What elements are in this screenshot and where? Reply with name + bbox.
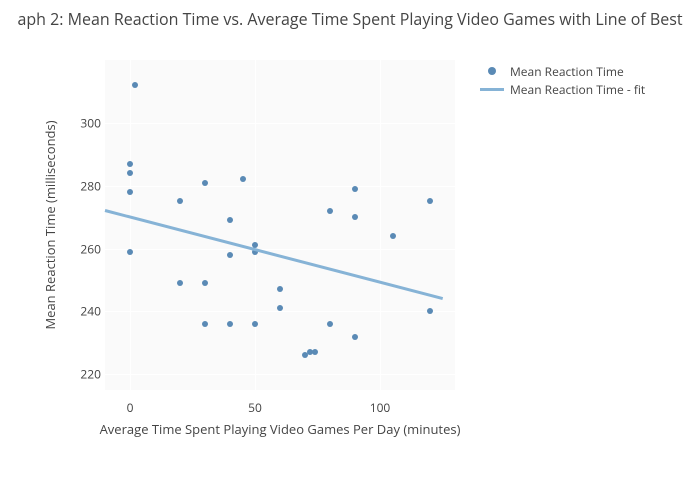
legend-line-icon: [480, 88, 504, 91]
chart-container: aph 2: Mean Reaction Time vs. Average Ti…: [0, 0, 700, 500]
scatter-point: [352, 334, 358, 340]
scatter-point: [227, 252, 233, 258]
gridline-v: [255, 60, 256, 390]
y-tick-label: 240: [71, 303, 101, 320]
scatter-point: [227, 217, 233, 223]
plot-area: [105, 60, 455, 390]
x-tick-label: 0: [127, 399, 134, 416]
scatter-point: [327, 321, 333, 327]
scatter-point: [127, 189, 133, 195]
gridline-h: [105, 123, 455, 124]
scatter-point: [202, 180, 208, 186]
scatter-point: [127, 161, 133, 167]
x-axis-ticks: 0 50 100: [105, 395, 455, 415]
legend-item[interactable]: Mean Reaction Time - fit: [480, 80, 645, 98]
scatter-point: [240, 176, 246, 182]
scatter-point: [252, 321, 258, 327]
y-axis-title: Mean Reaction Time (milliseconds): [41, 120, 59, 329]
y-tick-label: 260: [71, 240, 101, 257]
y-axis-ticks: 220 240 260 280 300: [70, 60, 105, 390]
x-tick-label: 100: [370, 399, 391, 416]
scatter-point: [277, 286, 283, 292]
legend-item[interactable]: Mean Reaction Time: [480, 62, 645, 80]
legend-label: Mean Reaction Time - fit: [510, 81, 645, 98]
scatter-point: [177, 280, 183, 286]
scatter-point: [352, 214, 358, 220]
scatter-point: [352, 186, 358, 192]
scatter-point: [327, 208, 333, 214]
scatter-point: [177, 198, 183, 204]
gridline-h: [105, 186, 455, 187]
scatter-point: [227, 321, 233, 327]
scatter-point: [127, 170, 133, 176]
gridline-v: [130, 60, 131, 390]
scatter-point: [277, 305, 283, 311]
gridline-v: [380, 60, 381, 390]
fit-line: [105, 209, 443, 300]
legend-label: Mean Reaction Time: [510, 63, 624, 80]
x-tick-label: 50: [248, 399, 262, 416]
gridline-h: [105, 374, 455, 375]
scatter-point: [312, 349, 318, 355]
scatter-point: [202, 321, 208, 327]
scatter-point: [427, 308, 433, 314]
y-tick-label: 300: [71, 114, 101, 131]
scatter-point: [427, 198, 433, 204]
gridline-h: [105, 249, 455, 250]
y-tick-label: 280: [71, 177, 101, 194]
y-tick-label: 220: [71, 366, 101, 383]
legend: Mean Reaction TimeMean Reaction Time - f…: [480, 62, 645, 98]
scatter-point: [132, 82, 138, 88]
legend-dot-icon: [488, 67, 496, 75]
scatter-point: [127, 249, 133, 255]
gridline-h: [105, 311, 455, 312]
x-axis-title: Average Time Spent Playing Video Games P…: [100, 420, 461, 438]
scatter-point: [202, 280, 208, 286]
scatter-point: [390, 233, 396, 239]
chart-title: aph 2: Mean Reaction Time vs. Average Ti…: [0, 8, 700, 30]
